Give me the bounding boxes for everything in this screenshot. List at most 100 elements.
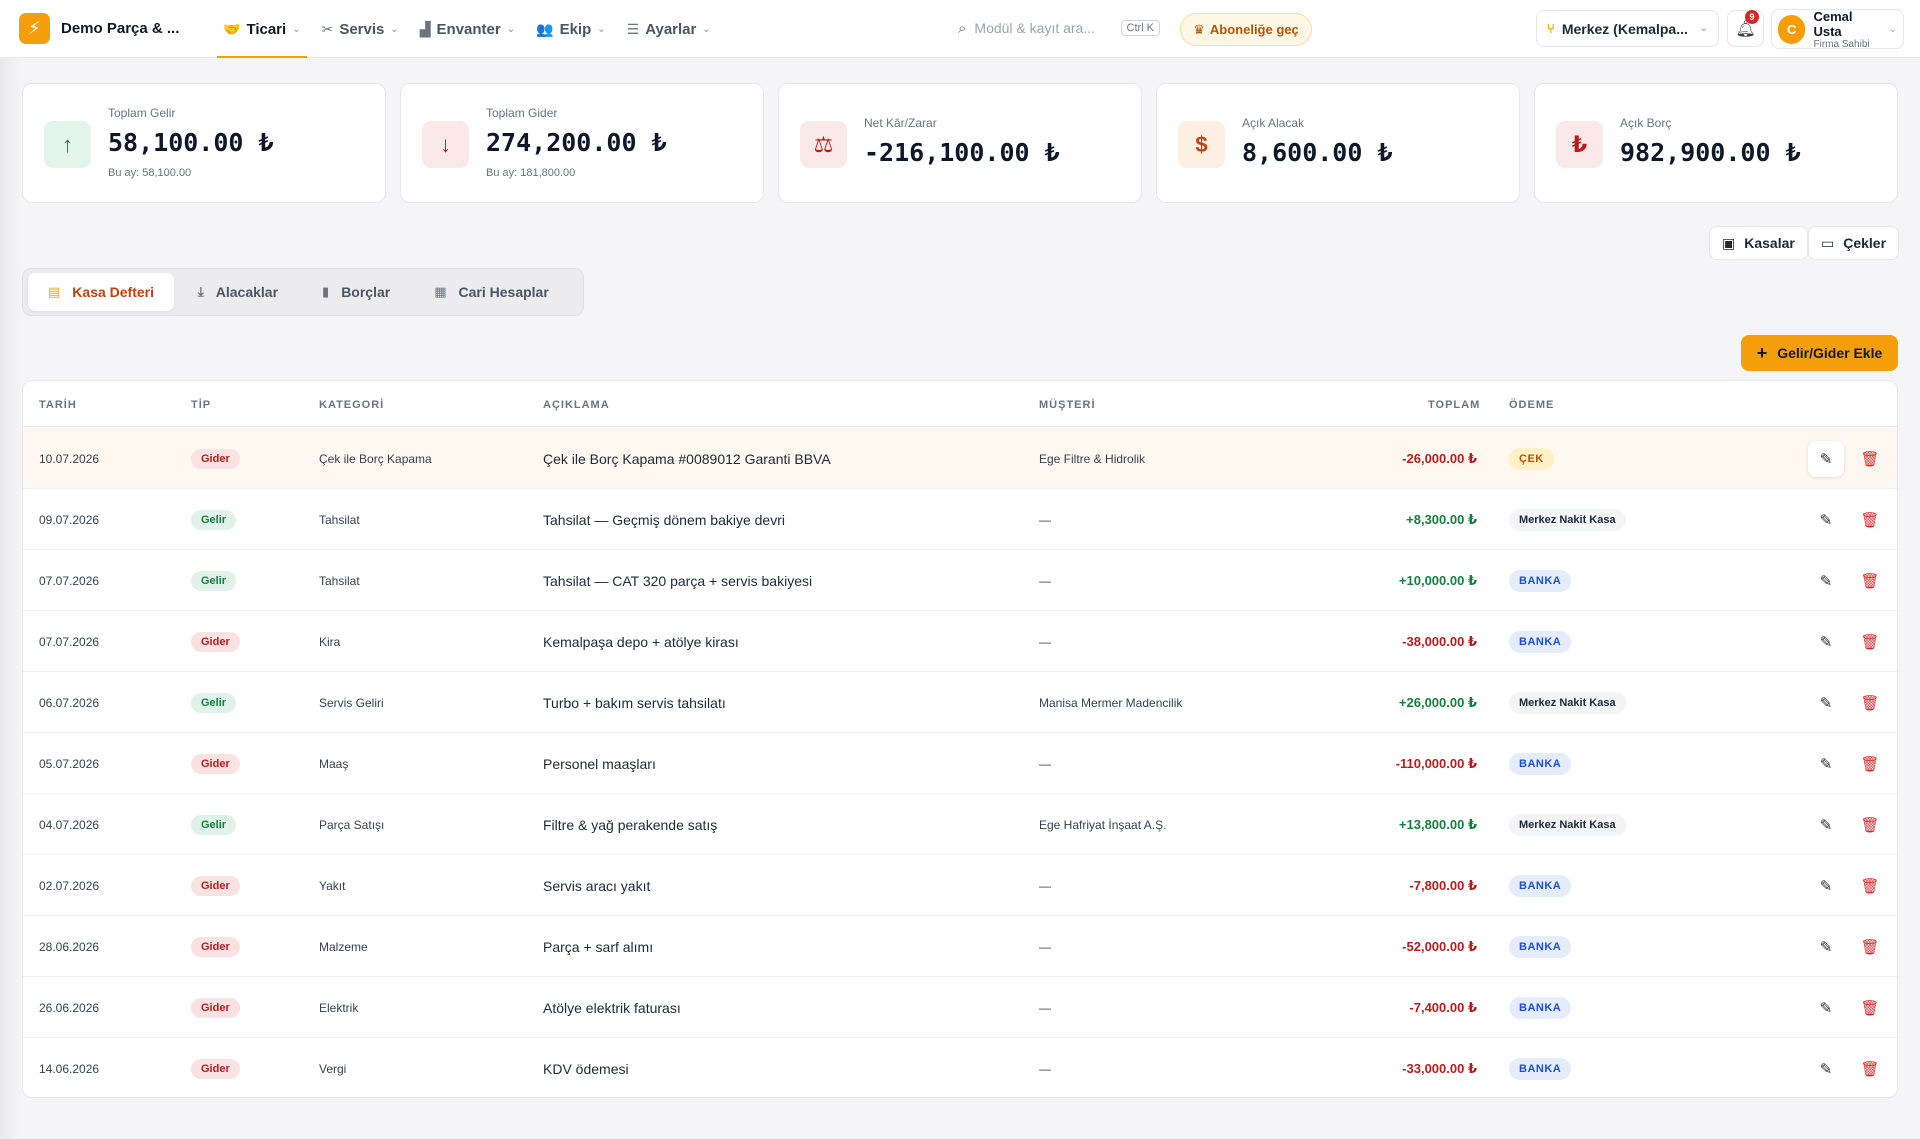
branch-selector[interactable]: ⑂ Merkez (Kemalpa... ⌄: [1536, 10, 1719, 47]
table-row[interactable]: 04.07.2026 Gelir Parça Satışı Filtre & yağ …: [23, 794, 1897, 855]
nav-envanter[interactable]: ▟ Envanter ⌄: [412, 0, 523, 58]
cell-category: Parça Satışı: [319, 817, 385, 832]
payment-badge: Merkez Nakit Kasa: [1509, 813, 1626, 836]
edit-pencil-icon[interactable]: ✎: [1819, 511, 1833, 529]
delete-trash-icon[interactable]: 🗑︎: [1860, 572, 1880, 590]
tab-cari-hesaplar[interactable]: ▦ Cari Hesaplar: [414, 273, 569, 311]
cell-date: 28.06.2026: [39, 939, 100, 954]
cell-customer: —: [1039, 878, 1051, 893]
cell-category: Vergi: [319, 1061, 347, 1076]
branch-label: Merkez (Kemalpa...: [1561, 20, 1688, 37]
cell-edit: ✎: [1808, 733, 1844, 794]
table-row[interactable]: 07.07.2026 Gider Kira Kemalpaşa depo + atöl…: [23, 611, 1897, 672]
delete-trash-icon[interactable]: 🗑︎: [1860, 450, 1880, 468]
add-income-expense-button[interactable]: + Gelir/Gider Ekle: [1741, 335, 1898, 371]
stat-card-net-profit: ⚖ Net Kâr/Zarar -216,100.00 ₺: [778, 83, 1142, 203]
column-header-payment[interactable]: ÖDEME: [1509, 399, 1555, 411]
column-header-description[interactable]: AÇIKLAMA: [543, 399, 610, 411]
cell-delete: 🗑︎: [1852, 428, 1888, 489]
column-header-date[interactable]: TARİH: [39, 399, 77, 411]
branch-icon: ⑂: [1547, 21, 1555, 36]
column-header-total[interactable]: TOPLAM: [1428, 399, 1481, 411]
column-header-type[interactable]: TİP: [191, 399, 212, 411]
cell-category: Çek ile Borç Kapama: [319, 451, 432, 466]
delete-trash-icon[interactable]: 🗑︎: [1860, 999, 1880, 1017]
cell-category: Elektrik: [319, 1000, 359, 1015]
cell-payment: BANKA: [1509, 1038, 1572, 1097]
cell-type: Gelir: [191, 550, 237, 611]
edit-pencil-icon[interactable]: ✎: [1819, 572, 1833, 590]
column-header-customer[interactable]: MÜŞTERİ: [1039, 399, 1096, 411]
edit-pencil-icon[interactable]: ✎: [1819, 816, 1833, 834]
cell-edit: ✎: [1808, 672, 1844, 733]
delete-trash-icon[interactable]: 🗑︎: [1860, 694, 1880, 712]
table-row[interactable]: 06.07.2026 Gelir Servis Geliri Turbo + bakı…: [23, 672, 1897, 733]
tab-label: Cari Hesaplar: [458, 284, 549, 300]
edit-pencil-icon[interactable]: ✎: [1819, 877, 1833, 895]
type-badge: Gelir: [191, 570, 237, 591]
brand-name[interactable]: Demo Parça & ...: [61, 20, 180, 37]
nav-ayarlar[interactable]: ☰ Ayarlar ⌄: [619, 0, 719, 58]
tab-borclar[interactable]: ▮ Borçlar: [302, 273, 410, 311]
edit-pencil-icon[interactable]: ✎: [1819, 1060, 1833, 1078]
tab-alacaklar[interactable]: ⤓ Alacaklar: [178, 273, 298, 311]
invoice-icon: ₺: [1556, 121, 1603, 168]
delete-trash-icon[interactable]: 🗑︎: [1860, 938, 1880, 956]
delete-trash-icon[interactable]: 🗑︎: [1860, 877, 1880, 895]
edit-pencil-icon[interactable]: ✎: [1819, 633, 1833, 651]
cell-total: -7,800.00 ₺: [1409, 877, 1477, 893]
cell-payment: Merkez Nakit Kasa: [1509, 672, 1626, 733]
delete-trash-icon[interactable]: 🗑︎: [1860, 633, 1880, 651]
type-badge: Gider: [191, 448, 240, 469]
payment-badge: BANKA: [1509, 996, 1572, 1019]
column-header-category[interactable]: KATEGORİ: [319, 399, 385, 411]
table-row[interactable]: 10.07.2026 Gider Çek ile Borç Kapama Çek il…: [23, 428, 1897, 489]
search-input[interactable]: ⌕ Modül & kayıt ara... Ctrl K: [950, 12, 1168, 44]
cell-total: -110,000.00 ₺: [1395, 755, 1477, 771]
ledger-table: TARİH TİP KATEGORİ AÇIKLAMA MÜŞTERİ TOPL…: [22, 380, 1898, 1098]
cell-customer: Ege Hafriyat İnşaat A.Ş.: [1039, 817, 1167, 832]
delete-trash-icon[interactable]: 🗑︎: [1860, 511, 1880, 529]
user-menu[interactable]: C Cemal Usta Firma Sahibi ⌄: [1771, 9, 1904, 50]
tab-label: Kasa Defteri: [72, 284, 154, 300]
edit-pencil-icon[interactable]: ✎: [1819, 755, 1833, 773]
cell-delete: 🗑︎: [1852, 611, 1888, 672]
nav-servis[interactable]: ✂ Servis ⌄: [314, 0, 407, 58]
lightning-logo-icon[interactable]: ⚡: [19, 13, 50, 44]
table-row[interactable]: 05.07.2026 Gider Maaş Personel maaşları — -11…: [23, 733, 1897, 794]
edit-pencil-icon[interactable]: ✎: [1808, 440, 1844, 477]
table-row[interactable]: 28.06.2026 Gider Malzeme Parça + sarf alımı…: [23, 916, 1897, 977]
nav-ticari[interactable]: 🤝 Ticari ⌄: [215, 0, 309, 58]
subscribe-button[interactable]: ♛ Aboneliğe geç: [1180, 13, 1312, 46]
edit-pencil-icon[interactable]: ✎: [1819, 999, 1833, 1017]
wrench-icon: ✂: [321, 20, 334, 37]
cheques-button[interactable]: ▭ Çekler: [1808, 226, 1900, 260]
delete-trash-icon[interactable]: 🗑︎: [1860, 1060, 1880, 1078]
table-row[interactable]: 07.07.2026 Gelir Tahsilat Tahsilat — CAT 32…: [23, 550, 1897, 611]
notifications-button[interactable]: 🔔︎ 9: [1727, 10, 1764, 47]
nav-ekip[interactable]: 👥 Ekip ⌄: [528, 0, 614, 58]
edit-pencil-icon[interactable]: ✎: [1819, 938, 1833, 956]
subscribe-label: Aboneliğe geç: [1209, 22, 1299, 37]
type-badge: Gider: [191, 936, 240, 957]
cell-total: -38,000.00 ₺: [1402, 633, 1477, 649]
cell-customer: Ege Filtre & Hidrolik: [1039, 451, 1146, 466]
type-badge: Gelir: [191, 692, 237, 713]
nav-label: Envanter: [436, 20, 501, 38]
stat-label: Net Kâr/Zarar: [864, 116, 937, 130]
cash-registers-button[interactable]: ▣ Kasalar: [1709, 226, 1808, 260]
stat-card-open-debt: ₺ Açık Borç 982,900.00 ₺: [1534, 83, 1898, 203]
cell-description: Personel maaşları: [543, 755, 656, 772]
hand-coin-icon: ⤓: [198, 284, 204, 299]
chevron-down-icon: ⌄: [597, 23, 606, 35]
edit-pencil-icon[interactable]: ✎: [1819, 694, 1833, 712]
table-row[interactable]: 02.07.2026 Gider Yakıt Servis aracı yakıt — -…: [23, 855, 1897, 916]
table-row[interactable]: 09.07.2026 Gelir Tahsilat Tahsilat — Geçmiş…: [23, 489, 1897, 550]
delete-trash-icon[interactable]: 🗑︎: [1860, 816, 1880, 834]
cell-delete: 🗑︎: [1852, 855, 1888, 916]
table-row[interactable]: 26.06.2026 Gider Elektrik Atölye elektrik f…: [23, 977, 1897, 1038]
cell-category: Servis Geliri: [319, 695, 384, 710]
tab-kasa-defteri[interactable]: ▤ Kasa Defteri: [28, 273, 174, 311]
delete-trash-icon[interactable]: 🗑︎: [1860, 755, 1880, 773]
table-row[interactable]: 14.06.2026 Gider Vergi KDV ödemesi — -33,000.…: [23, 1038, 1897, 1097]
